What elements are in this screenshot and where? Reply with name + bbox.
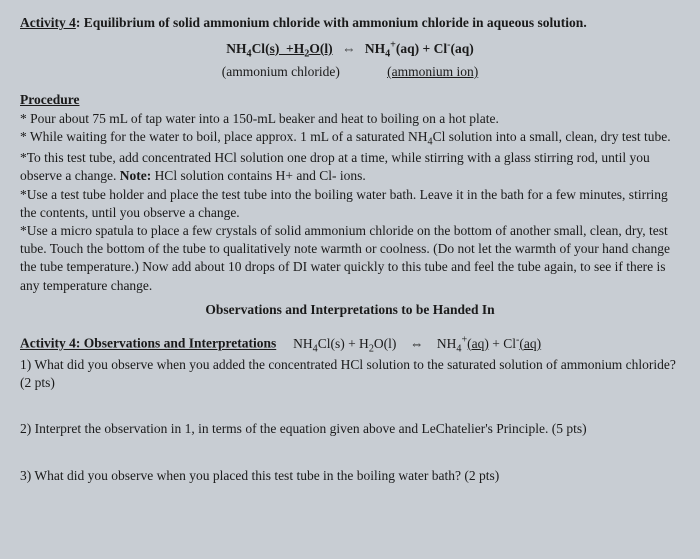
equation-label-left: (ammonium chloride) [222, 64, 340, 79]
equation-labels: (ammonium chloride) (ammonium ion) [20, 63, 680, 81]
procedure-item: *To this test tube, add concentrated HCl… [20, 149, 680, 185]
activity-title: Activity 4: Equilibrium of solid ammoniu… [20, 14, 680, 32]
procedure-item-text: * While waiting for the water to boil, p… [20, 129, 671, 144]
question-3: 3) What did you observe when you placed … [20, 467, 680, 485]
question-1: 1) What did you observe when you added t… [20, 356, 680, 392]
equation-left: NH4Cl(s) +H2O(l) [226, 41, 332, 56]
procedure-item: * Pour about 75 mL of tap water into a 1… [20, 110, 680, 128]
procedure-item: *Use a test tube holder and place the te… [20, 186, 680, 222]
equation-right: NH4+(aq) + Cl-(aq) [365, 41, 474, 56]
equation-label-right: (ammonium ion) [387, 64, 478, 79]
title-rest: Equilibrium of solid ammonium chloride w… [80, 15, 586, 30]
procedure-heading: Procedure [20, 91, 680, 109]
equation-main: NH4Cl(s) +H2O(l) ⇔ NH4+(aq) + Cl-(aq) [20, 38, 680, 61]
procedure-item: * While waiting for the water to boil, p… [20, 128, 680, 149]
section2-heading: Activity 4: Observations and Interpretat… [20, 336, 276, 351]
procedure-item: *Use a micro spatula to place a few crys… [20, 222, 680, 295]
section2-equation: NH4Cl(s) + H2O(l) ⇔ NH4+(aq) + Cl-(aq) [293, 336, 541, 351]
procedure-list: * Pour about 75 mL of tap water into a 1… [20, 110, 680, 295]
observations-heading: Observations and Interpretations to be H… [20, 301, 680, 319]
question-2: 2) Interpret the observation in 1, in te… [20, 420, 680, 438]
activity-label: Activity 4 [20, 15, 76, 30]
section2-heading-row: Activity 4: Observations and Interpretat… [20, 333, 680, 356]
equation-arrow: ⇔ [336, 40, 362, 58]
